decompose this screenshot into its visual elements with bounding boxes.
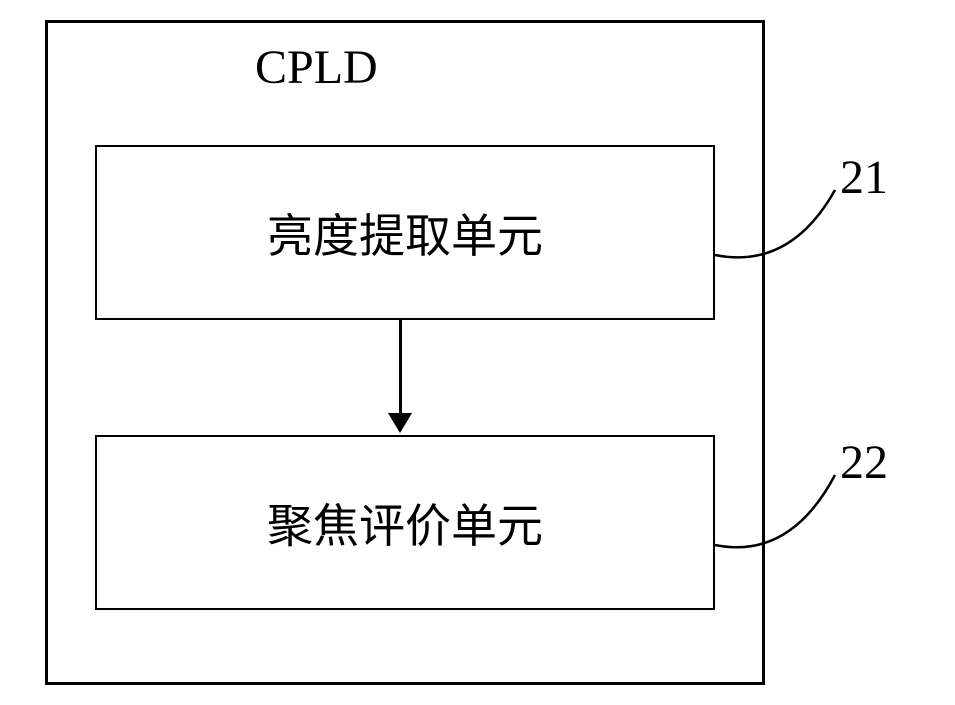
callout-22: 22 <box>840 435 888 490</box>
focus-evaluation-unit-label: 聚焦评价单元 <box>267 490 543 556</box>
cpld-title: CPLD <box>255 40 378 95</box>
brightness-extraction-unit-label: 亮度提取单元 <box>267 200 543 266</box>
callout-21: 21 <box>840 150 888 205</box>
focus-evaluation-unit-box: 聚焦评价单元 <box>95 435 715 610</box>
arrow-shaft <box>399 320 402 415</box>
arrow-head-icon <box>388 413 412 433</box>
brightness-extraction-unit-box: 亮度提取单元 <box>95 145 715 320</box>
